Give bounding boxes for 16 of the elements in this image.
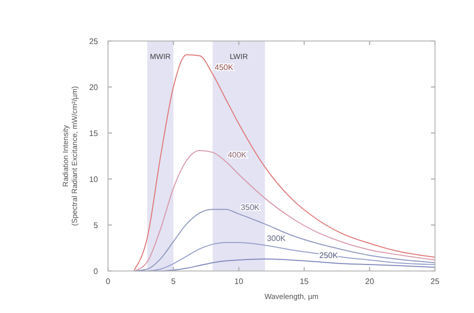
y-tick-label: 25 bbox=[89, 37, 99, 46]
y-tick-label: 0 bbox=[94, 267, 99, 276]
series-label: 400K bbox=[228, 150, 248, 160]
y-tick-label: 10 bbox=[89, 175, 99, 184]
series-label: 450K bbox=[214, 63, 234, 72]
x-tick-label: 0 bbox=[106, 277, 111, 286]
x-tick-label: 20 bbox=[365, 277, 375, 286]
x-tick-label: 25 bbox=[430, 277, 440, 286]
x-tick-label: 15 bbox=[300, 277, 310, 286]
x-tick-label: 5 bbox=[171, 277, 176, 286]
y-tick-label: 15 bbox=[89, 129, 99, 138]
series-label: 300K bbox=[266, 234, 286, 244]
x-tick-label: 10 bbox=[234, 277, 244, 286]
y-tick-label: 5 bbox=[94, 221, 99, 230]
series-label: 350K bbox=[240, 202, 260, 212]
y-tick-label: 20 bbox=[89, 83, 99, 92]
